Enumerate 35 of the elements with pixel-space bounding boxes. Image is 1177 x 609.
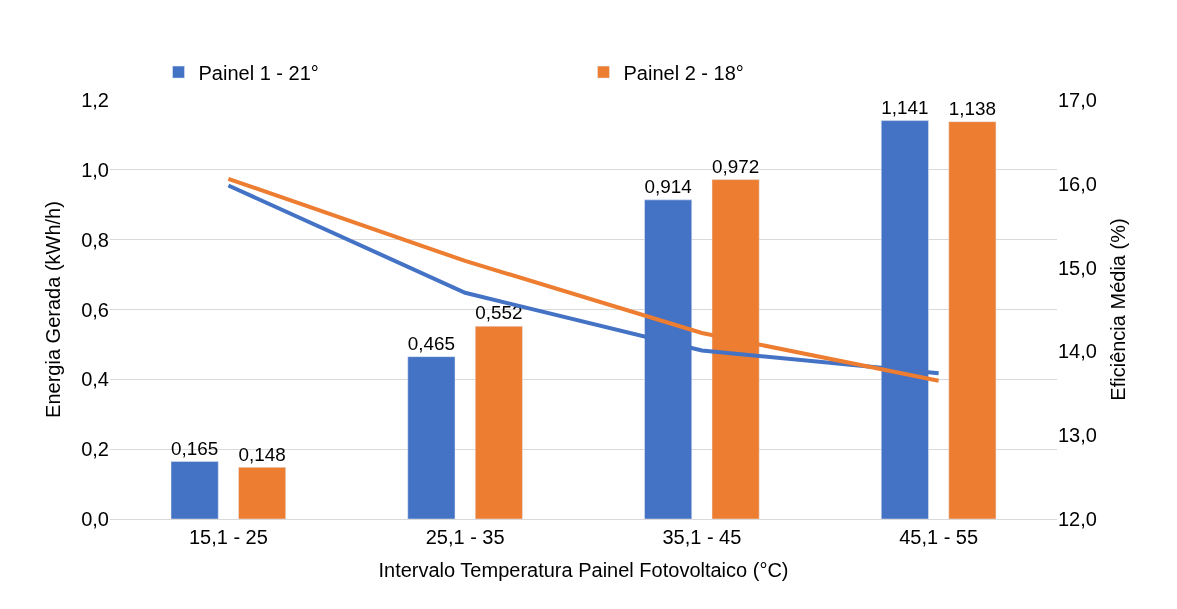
y-tick-label: 0,2: [81, 438, 109, 461]
y-axis-title: Energia Gerada (kWh/h): [41, 201, 64, 418]
y2-axis-title: Eficiência Média (%): [1107, 218, 1130, 401]
data-label: 0,972: [712, 155, 760, 177]
y2-tick-label: 17,0: [1058, 89, 1097, 111]
data-label: 0,465: [407, 332, 455, 354]
bar: [238, 467, 286, 519]
y-tick-label: 1,2: [81, 89, 109, 111]
x-tick-label: 35,1 - 45: [662, 526, 742, 548]
y-tick-label: 0,4: [81, 368, 109, 391]
data-label: 0,148: [238, 443, 286, 465]
y2-tick-label: 16,0: [1058, 172, 1097, 195]
data-label: 0,165: [171, 437, 219, 459]
legend-label: Painel 1 - 21°: [198, 61, 319, 84]
y-tick-label: 0,6: [81, 298, 109, 321]
x-tick-label: 15,1 - 25: [188, 526, 268, 548]
data-label: 0,914: [644, 176, 692, 198]
y2-tick-label: 13,0: [1058, 424, 1097, 447]
bar: [948, 121, 997, 519]
y-tick-label: 0,0: [81, 508, 109, 530]
x-tick-label: 45,1 - 55: [899, 526, 979, 548]
y2-tick-label: 15,0: [1058, 256, 1097, 279]
bar: [407, 356, 456, 519]
data-label: 0,552: [475, 302, 523, 324]
bar: [475, 326, 523, 519]
data-label: 1,138: [948, 97, 996, 119]
y2-tick-label: 12,0: [1058, 508, 1097, 530]
x-axis-title: Intervalo Temperatura Painel Fotovoltaico (°C): [378, 558, 789, 581]
x-tick-label: 25,1 - 35: [425, 526, 505, 548]
legend-label: Painel 2 - 18°: [623, 61, 744, 84]
data-label: 1,141: [881, 96, 929, 118]
y-tick-label: 1,0: [81, 158, 109, 181]
bar: [170, 461, 219, 519]
y-tick-label: 0,8: [81, 228, 109, 251]
y2-tick-label: 14,0: [1058, 340, 1097, 363]
